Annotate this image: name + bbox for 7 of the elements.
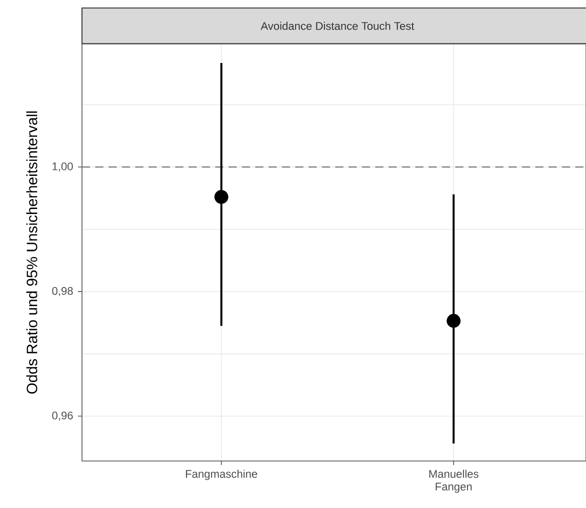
y-axis-title: Odds Ratio und 95% Unsicherheitsintervall xyxy=(26,111,38,394)
y-tick-label: 0,98 xyxy=(52,287,73,296)
x-tick-label: Fangmaschine xyxy=(186,470,258,480)
chart-title: Avoidance Distance Touch Test xyxy=(260,22,414,30)
x-tick-label: Manuelles Fangen xyxy=(429,470,478,493)
y-tick-label: 1,00 xyxy=(52,162,73,172)
y-tick-label: 0,96 xyxy=(52,412,73,421)
